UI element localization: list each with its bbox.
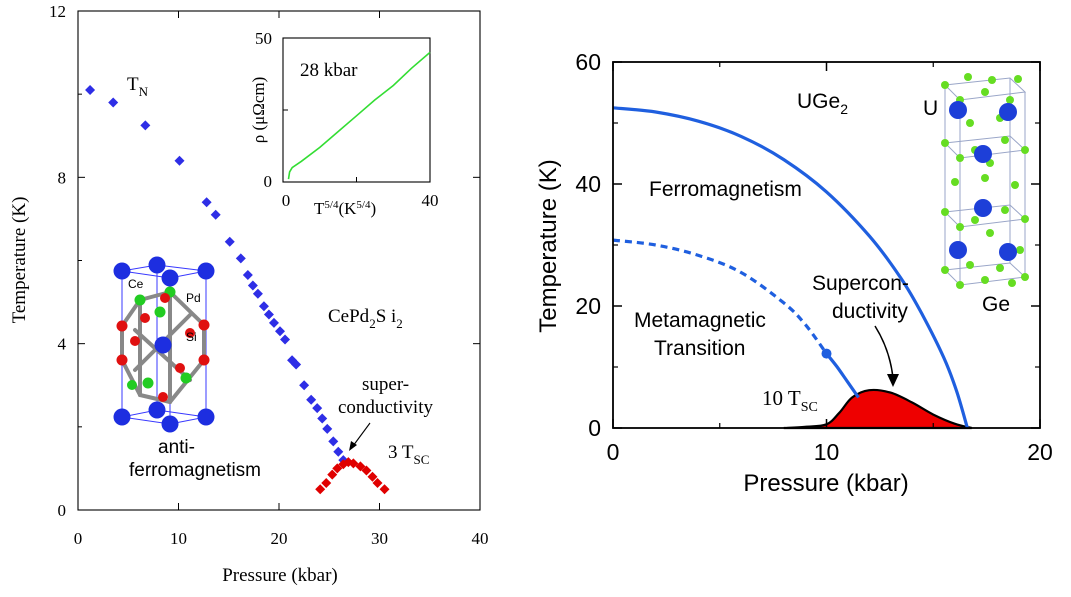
tn-marker (258, 301, 269, 312)
tn-marker (322, 423, 333, 434)
label-antiferromagnetism-1: anti- (158, 437, 195, 458)
y-tick-label-right: 20 (575, 293, 601, 319)
tn-marker (140, 120, 151, 131)
tsc-marker (315, 484, 326, 495)
tsc-marker (379, 484, 390, 495)
tn-marker (210, 209, 221, 220)
label-superconductivity-right-2: ductivity (832, 300, 908, 323)
label-metamagnetic-1: Metamagnetic (634, 309, 766, 332)
tn-marker (85, 85, 96, 96)
inset-frame (282, 37, 431, 183)
label-atom-ge: Ge (982, 293, 1010, 316)
tsc-marker (355, 461, 366, 472)
label-tn: TN (127, 74, 149, 99)
tn-marker (333, 446, 344, 457)
label-10tsc: 10 TSC (762, 386, 818, 415)
tn-marker (201, 197, 212, 208)
ferromagnetism-line (612, 106, 969, 429)
tn-marker (306, 394, 317, 405)
tn-marker (328, 436, 339, 447)
tn-marker (224, 236, 235, 247)
tsc-marker (372, 477, 383, 488)
metamagnetic-line-end (825, 352, 860, 399)
tn-marker (247, 280, 258, 291)
tsc-marker (332, 463, 343, 474)
inset-resistivity: 50 0 0 40 28 kbar T5/4(K5/4) ρ (μΩcm) (249, 29, 439, 218)
tn-marker (275, 326, 286, 337)
markers-left (85, 85, 390, 495)
y-tick-label-left: 8 (58, 168, 67, 187)
tn-marker (299, 380, 310, 391)
y-axis-label-right: Temperature (K) (535, 159, 562, 332)
metamagnetic-line (612, 238, 828, 355)
label-superconductivity-2: conductivity (338, 397, 433, 418)
label-antiferromagnetism-2: ferromagnetism (129, 460, 261, 481)
label-atom-si: Si (186, 330, 197, 344)
chart-uge2: 0 20 40 60 0 10 20 Pressure (kbar) Temperatur… (535, 49, 1053, 497)
tn-marker (174, 155, 185, 166)
crystal-structure-cepd2si2 (113, 256, 215, 433)
tn-marker (280, 334, 291, 345)
arrow-superconductivity-right (874, 325, 899, 387)
label-3tsc: 3 TSC (388, 442, 429, 467)
tn-marker (242, 270, 253, 281)
x-tick-label-right: 0 (607, 439, 620, 465)
y-tick-label-left: 12 (49, 2, 66, 21)
inset-resistivity-curve (287, 51, 431, 180)
tn-marker (252, 288, 263, 299)
label-ferromagnetism: Ferromagnetism (649, 178, 802, 201)
tsc-marker (361, 465, 372, 476)
superconductivity-dome (783, 388, 972, 430)
tn-marker (317, 413, 328, 424)
u-atoms (949, 101, 1017, 261)
x-tick-label-left: 40 (472, 529, 489, 548)
label-atom-ce: Ce (128, 277, 144, 291)
y-tick-label-right: 40 (575, 171, 601, 197)
x-tick-label-left: 30 (371, 529, 388, 548)
tsc-marker (327, 469, 338, 480)
inset-pressure-label: 28 kbar (300, 60, 358, 81)
tn-marker (235, 253, 246, 264)
inset-xtick-0: 0 (282, 191, 291, 210)
label-compound-uge2: UGe2 (797, 90, 848, 117)
x-tick-label-right: 20 (1027, 439, 1053, 465)
inset-xtick-40: 40 (422, 191, 439, 210)
x-tick-label-left: 20 (271, 529, 288, 548)
tn-marker (312, 403, 323, 414)
tsc-marker (321, 477, 332, 488)
y-tick-label-right: 0 (588, 415, 601, 441)
tn-marker (263, 309, 274, 320)
label-compound-cepd2si2: CePd2S i2 (328, 306, 403, 331)
label-metamagnetic-2: Transition (654, 337, 745, 360)
y-tick-label-left: 0 (58, 501, 67, 520)
inset-ytick-50: 50 (255, 29, 272, 48)
y-tick-label-right: 60 (575, 49, 601, 75)
x-axis-label-left: Pressure (kbar) (222, 565, 338, 586)
tsc-marker (367, 471, 378, 482)
inset-x-axis-label: T5/4(K5/4) (314, 199, 376, 218)
x-tick-label-left: 10 (170, 529, 187, 548)
inset-ytick-0: 0 (264, 172, 273, 191)
ge-atoms (941, 73, 1029, 289)
arrow-superconductivity-left (349, 422, 371, 451)
label-atom-u: U (923, 97, 938, 120)
inset-y-axis-label: ρ (μΩcm) (249, 77, 268, 144)
tn-marker (268, 317, 279, 328)
x-tick-label-left: 0 (74, 529, 83, 548)
y-tick-label-left: 4 (58, 335, 67, 354)
x-tick-label-right: 10 (814, 439, 840, 465)
metamagnetic-critical-point (821, 348, 832, 359)
label-superconductivity-1: super- (362, 374, 409, 395)
tn-marker (291, 359, 302, 370)
chart-cepd2si2: 0 4 8 12 0 10 20 30 40 Pressure (kbar) Temperat… (9, 2, 489, 586)
tn-marker (108, 97, 119, 108)
x-axis-label-right: Pressure (kbar) (743, 470, 908, 497)
y-axis-label-left: Temperature (K) (9, 197, 30, 324)
label-superconductivity-right-1: Supercon- (812, 272, 909, 295)
label-atom-pd: Pd (186, 291, 201, 305)
